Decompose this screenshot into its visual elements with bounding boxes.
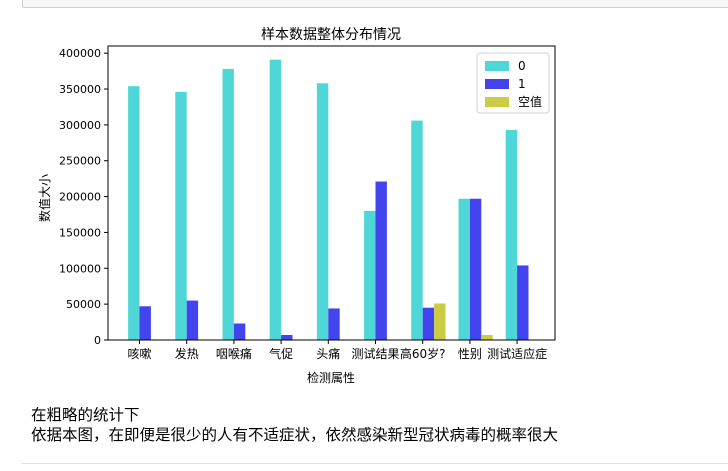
y-axis: 0 50000 100000 150000 200000 250000 300000 3500… <box>59 47 108 347</box>
bar-series-0 <box>316 83 329 340</box>
y-tick-label: 100000 <box>59 262 101 275</box>
bar-series-1 <box>281 334 293 340</box>
y-tick-label: 400000 <box>59 47 101 60</box>
bar-series-1 <box>375 181 387 340</box>
bar-series-0 <box>505 129 518 340</box>
legend-label: 0 <box>518 59 526 73</box>
bar-series-1 <box>186 300 199 340</box>
bar-series-1 <box>328 308 340 340</box>
previous-code-cell[interactable] <box>22 0 728 8</box>
plot-area-frame <box>107 45 556 341</box>
y-tick-label: 0 <box>94 334 101 347</box>
cell-separator <box>22 463 728 471</box>
bar-series-0 <box>175 91 187 340</box>
x-axis-label: 检测属性 <box>307 370 355 385</box>
legend-swatch <box>485 61 509 71</box>
markdown-line-2: 依据本图，在即便是很少的人有不适症状，依然感染新型冠状病毒的概率很大 <box>31 426 559 444</box>
bar-series-0 <box>411 120 423 340</box>
legend-label: 1 <box>518 77 526 91</box>
bar-series-0 <box>458 198 470 340</box>
bar-series-0 <box>222 68 234 340</box>
markdown-line-1: 在粗略的统计下 <box>31 406 140 424</box>
bars-group <box>128 59 529 340</box>
x-tick-label: 发热 <box>175 346 199 361</box>
bar-series-0 <box>269 59 282 340</box>
bar-series-1 <box>233 323 246 340</box>
markdown-cell: 在粗略的统计下 依据本图，在即便是很少的人有不适症状，依然感染新型冠状病毒的概率… <box>31 405 721 445</box>
bar-series-1 <box>469 198 482 340</box>
bar-series-1 <box>139 306 151 340</box>
y-tick-label: 300000 <box>59 119 101 132</box>
x-tick-label: 气促 <box>269 346 293 361</box>
legend-label: 空值 <box>518 94 542 109</box>
y-tick-label: 200000 <box>59 191 101 204</box>
x-tick-label: 咳嗽 <box>127 347 151 361</box>
y-tick-label: 250000 <box>59 155 101 168</box>
bar-series-0 <box>364 210 376 340</box>
bar-series-null <box>481 334 493 340</box>
x-axis: 咳嗽 发热 咽喉痛 气促 头痛 测试结果 高60岁? 性别 测试适应症 <box>127 340 547 361</box>
bar-series-1 <box>422 307 435 340</box>
x-tick-label: 高60岁? <box>400 346 446 361</box>
bar-series-null <box>434 303 446 340</box>
bar-series-0 <box>128 86 140 340</box>
y-tick-label: 350000 <box>59 83 101 96</box>
y-tick-label: 50000 <box>66 298 101 311</box>
bar-chart: 样本数据整体分布情况 0 50000 100000 150000 200000 25000… <box>37 27 556 385</box>
legend-swatch <box>485 79 509 89</box>
x-tick-label: 测试适应症 <box>487 346 547 361</box>
legend: 0 1 空值 <box>476 52 550 114</box>
x-tick-label: 测试结果 <box>351 346 399 361</box>
chart-title: 样本数据整体分布情况 <box>261 27 401 43</box>
legend-swatch <box>485 97 509 107</box>
x-tick-label: 头痛 <box>316 346 340 361</box>
x-tick-label: 咽喉痛 <box>216 346 252 361</box>
y-tick-label: 150000 <box>59 226 101 239</box>
bar-series-1 <box>517 265 529 340</box>
y-axis-label: 数值大小 <box>37 174 52 222</box>
x-tick-label: 性别 <box>458 347 482 361</box>
